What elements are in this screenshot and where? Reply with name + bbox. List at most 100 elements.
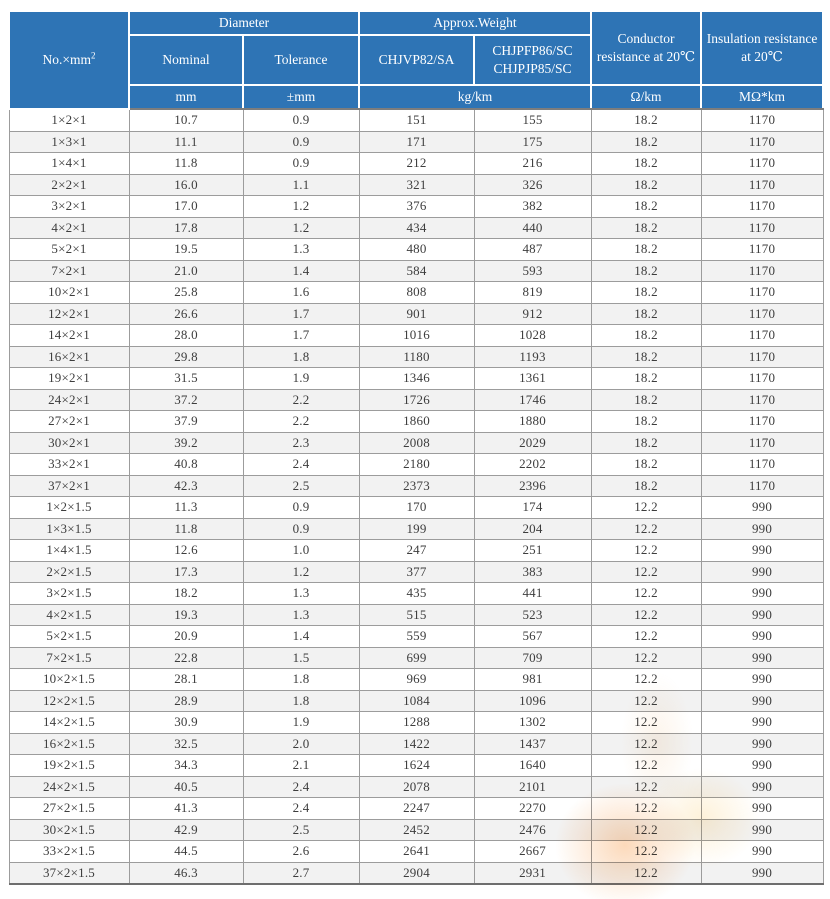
table-row: 1×4×1.5 12.6 1.0 247 251 12.2 990 (8, 539, 824, 562)
cell: 18.2 (590, 367, 702, 390)
cell: 251 (473, 539, 592, 562)
cell: 2078 (358, 775, 475, 798)
cell: 2008 (358, 431, 475, 454)
cell: 990 (700, 861, 824, 885)
unit-mm: mm (128, 84, 244, 110)
cell: 969 (358, 668, 475, 691)
row-label: 19×2×1 (8, 367, 130, 390)
cell: 523 (473, 603, 592, 626)
table-header: No.×mm2 Diameter Approx.Weight Conductor… (8, 10, 825, 110)
row-label: 1×4×1.5 (8, 539, 130, 562)
cell: 12.6 (128, 539, 244, 562)
header-approx-weight: Approx.Weight (358, 10, 593, 36)
cell: 12.2 (590, 689, 702, 712)
cell: 12.2 (590, 496, 702, 519)
cell: 199 (358, 517, 475, 540)
cell: 1170 (700, 238, 824, 261)
row-label: 19×2×1.5 (8, 754, 130, 777)
cell: 990 (700, 603, 824, 626)
cell: 174 (473, 496, 592, 519)
cell: 11.3 (128, 496, 244, 519)
cell: 0.9 (242, 108, 360, 132)
cell: 1170 (700, 431, 824, 454)
cell: 1.3 (242, 603, 360, 626)
table-row: 24×2×1 37.2 2.2 1726 1746 18.2 1170 (8, 388, 824, 411)
cell: 18.2 (590, 195, 702, 218)
cell: 12.2 (590, 840, 702, 863)
cell: 34.3 (128, 754, 244, 777)
table-row: 1×4×1 11.8 0.9 212 216 18.2 1170 (8, 152, 824, 175)
row-label: 1×3×1 (8, 130, 130, 153)
cell: 434 (358, 216, 475, 239)
cell: 990 (700, 775, 824, 798)
cell: 28.0 (128, 324, 244, 347)
cell: 2247 (358, 797, 475, 820)
cell: 2373 (358, 474, 475, 497)
cell: 2667 (473, 840, 592, 863)
table-row: 3×2×1.5 18.2 1.3 435 441 12.2 990 (8, 582, 824, 605)
row-label: 27×2×1.5 (8, 797, 130, 820)
table-row: 1×2×1 10.7 0.9 151 155 18.2 1170 (8, 108, 824, 132)
cell: 28.1 (128, 668, 244, 691)
cell: 480 (358, 238, 475, 261)
cell: 990 (700, 517, 824, 540)
cell: 19.3 (128, 603, 244, 626)
row-label: 14×2×1.5 (8, 711, 130, 734)
cell: 12.2 (590, 797, 702, 820)
cell: 2.1 (242, 754, 360, 777)
cell: 990 (700, 539, 824, 562)
cell: 1016 (358, 324, 475, 347)
table-row: 10×2×1.5 28.1 1.8 969 981 12.2 990 (8, 668, 824, 691)
cell: 2.7 (242, 861, 360, 885)
row-label: 3×2×1.5 (8, 582, 130, 605)
cell: 2.2 (242, 388, 360, 411)
header-insulation-resistance: Insulation resistance at 20℃ (700, 10, 825, 86)
cell: 18.2 (590, 324, 702, 347)
table-row: 33×2×1.5 44.5 2.6 2641 2667 12.2 990 (8, 840, 824, 863)
cell: 12.2 (590, 603, 702, 626)
header-weight-type-b: CHJPFP86/SC CHJPJP85/SC (473, 34, 593, 86)
cell: 11.8 (128, 152, 244, 175)
table-row: 19×2×1 31.5 1.9 1346 1361 18.2 1170 (8, 367, 824, 390)
cell: 1170 (700, 302, 824, 325)
table-row: 27×2×1.5 41.3 2.4 2247 2270 12.2 990 (8, 797, 824, 820)
row-label: 1×2×1.5 (8, 496, 130, 519)
row-label: 37×2×1.5 (8, 861, 130, 885)
cell: 18.2 (128, 582, 244, 605)
cell: 1028 (473, 324, 592, 347)
cell: 981 (473, 668, 592, 691)
cell: 12.2 (590, 711, 702, 734)
row-label: 14×2×1 (8, 324, 130, 347)
cell: 30.9 (128, 711, 244, 734)
cell: 12.2 (590, 754, 702, 777)
cell: 1.3 (242, 582, 360, 605)
cell: 2202 (473, 453, 592, 476)
cell: 990 (700, 754, 824, 777)
cell: 440 (473, 216, 592, 239)
cell: 1422 (358, 732, 475, 755)
table-row: 2×2×1.5 17.3 1.2 377 383 12.2 990 (8, 560, 824, 583)
cell: 1170 (700, 108, 824, 132)
cell: 37.9 (128, 410, 244, 433)
row-label: 37×2×1 (8, 474, 130, 497)
header-no-superscript: 2 (91, 50, 96, 61)
cell: 2396 (473, 474, 592, 497)
cell: 377 (358, 560, 475, 583)
unit-insulation: MΩ*km (700, 84, 825, 110)
table-row: 14×2×1.5 30.9 1.9 1288 1302 12.2 990 (8, 711, 824, 734)
header-tolerance: Tolerance (241, 34, 361, 86)
cell: 2180 (358, 453, 475, 476)
table-row: 37×2×1 42.3 2.5 2373 2396 18.2 1170 (8, 474, 824, 497)
table-row: 24×2×1.5 40.5 2.4 2078 2101 12.2 990 (8, 775, 824, 798)
cell: 819 (473, 281, 592, 304)
cell: 1640 (473, 754, 592, 777)
table-row: 3×2×1 17.0 1.2 376 382 18.2 1170 (8, 195, 824, 218)
cell: 321 (358, 173, 475, 196)
cell: 175 (473, 130, 592, 153)
cell: 435 (358, 582, 475, 605)
cell: 18.2 (590, 130, 702, 153)
cell: 17.3 (128, 560, 244, 583)
table-row: 5×2×1.5 20.9 1.4 559 567 12.2 990 (8, 625, 824, 648)
cell: 18.2 (590, 259, 702, 282)
cell: 12.2 (590, 775, 702, 798)
